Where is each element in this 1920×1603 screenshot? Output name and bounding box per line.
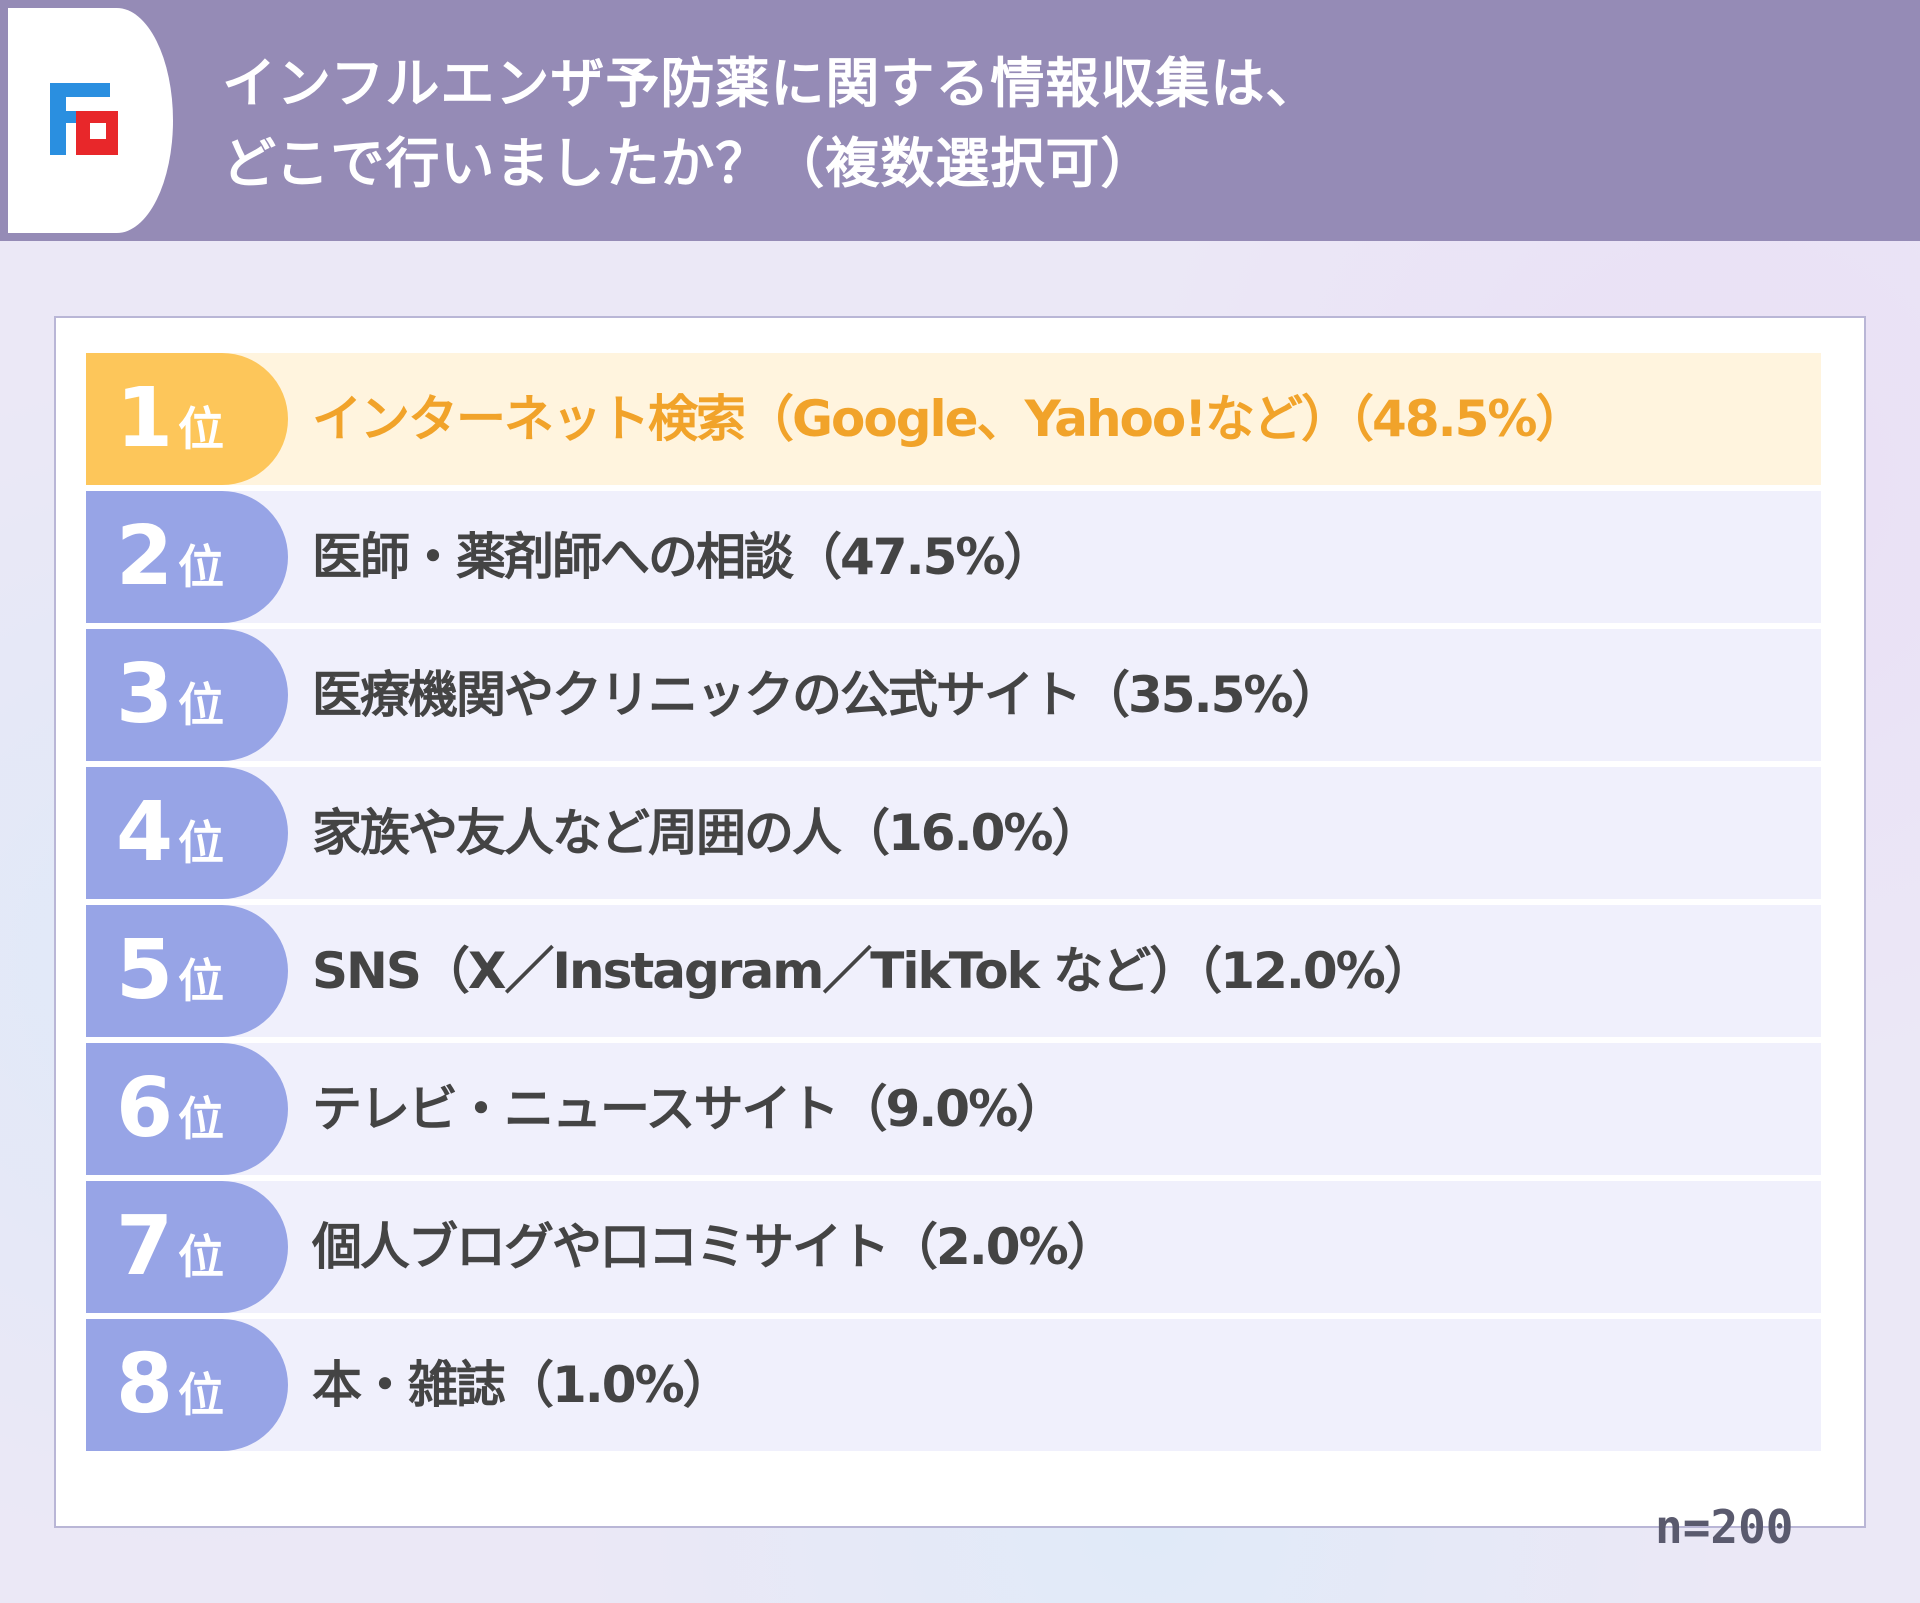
logo-box <box>8 8 173 233</box>
rank-row: 3 位医療機関やクリニックの公式サイト（35.5%） <box>86 629 1821 761</box>
rank-suffix: 位 <box>178 1368 224 1422</box>
rank-number: 7 <box>116 1199 174 1294</box>
rank-row: 1 位インターネット検索（Google、Yahoo!など）（48.5%） <box>86 353 1821 485</box>
rank-number: 3 <box>116 647 174 742</box>
rank-text: 医師・薬剤師への相談（47.5%） <box>312 528 1053 586</box>
rank-suffix: 位 <box>178 1230 224 1284</box>
logo <box>50 83 118 155</box>
title-line: どこで行いましたか？（複数選択可） <box>222 132 1156 195</box>
rank-text: 医療機関やクリニックの公式サイト（35.5%） <box>312 666 1341 724</box>
title-line: インフルエンザ予防薬に関する情報収集は、 <box>222 52 1321 115</box>
rank-number: 6 <box>116 1061 174 1156</box>
rank-text: インターネット検索（Google、Yahoo!など）（48.5%） <box>312 390 1585 448</box>
rank-suffix: 位 <box>178 816 224 870</box>
rank-text: 個人ブログや口コミサイト（2.0%） <box>312 1218 1117 1276</box>
rank-text: SNS（X／Instagram／TikTok など）（12.0%） <box>312 942 1434 1000</box>
rank-text: 本・雑誌（1.0%） <box>312 1356 733 1414</box>
sample-size: n=200 <box>1655 1500 1794 1554</box>
rank-suffix: 位 <box>178 954 224 1008</box>
rank-number: 8 <box>116 1337 174 1432</box>
rank-suffix: 位 <box>178 402 224 456</box>
rank-number: 1 <box>116 371 174 466</box>
header: インフルエンザ予防薬に関する情報収集は、 どこで行いましたか？（複数選択可） <box>0 0 1920 241</box>
rank-row: 2 位医師・薬剤師への相談（47.5%） <box>86 491 1821 623</box>
rank-suffix: 位 <box>178 1092 224 1146</box>
rank-row: 8 位本・雑誌（1.0%） <box>86 1319 1821 1451</box>
rank-text: 家族や友人など周囲の人（16.0%） <box>312 804 1101 862</box>
rank-suffix: 位 <box>178 678 224 732</box>
rank-number: 2 <box>116 509 174 604</box>
rank-row: 4 位家族や友人など周囲の人（16.0%） <box>86 767 1821 899</box>
rank-number: 5 <box>116 923 174 1018</box>
rank-suffix: 位 <box>178 540 224 594</box>
rank-row: 6 位テレビ・ニュースサイト（9.0%） <box>86 1043 1821 1175</box>
rank-text: テレビ・ニュースサイト（9.0%） <box>312 1080 1066 1138</box>
rank-row: 7 位個人ブログや口コミサイト（2.0%） <box>86 1181 1821 1313</box>
rank-number: 4 <box>116 785 174 880</box>
rank-row: 5 位 SNS（X／Instagram／TikTok など）（12.0%） <box>86 905 1821 1037</box>
title: インフルエンザ予防薬に関する情報収集は、 どこで行いましたか？（複数選択可） <box>222 44 1320 204</box>
